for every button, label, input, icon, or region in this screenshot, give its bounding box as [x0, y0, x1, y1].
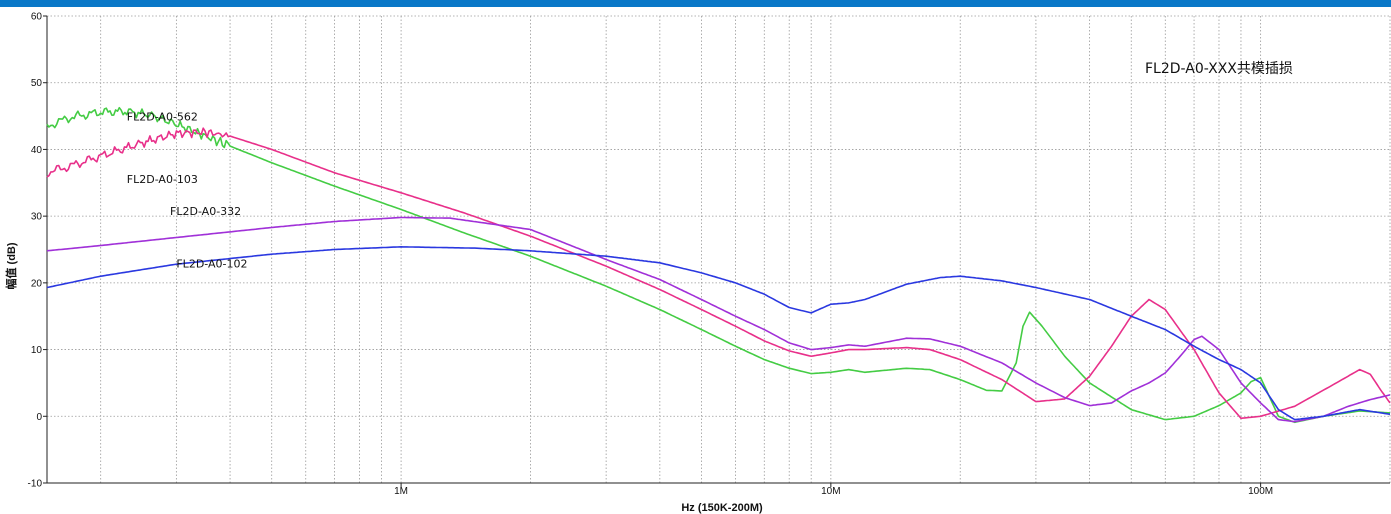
y-tick-label: 40 — [31, 145, 43, 156]
x-tick-label: 100M — [1248, 486, 1273, 497]
series-line — [46, 106, 1391, 424]
y-tick-label: 60 — [31, 12, 43, 23]
grid — [47, 15, 1391, 484]
y-tick-label: -10 — [28, 479, 43, 490]
header-bar — [0, 0, 1391, 7]
y-tick-label: 30 — [31, 212, 43, 223]
series-labels: FL2D-A0-562 FL2D-A0-103 FL2D-A0-332 FL2D-A0… — [127, 111, 248, 271]
series-line — [46, 246, 1391, 421]
x-tick-label: 10M — [821, 486, 840, 497]
chart-title: FL2D-A0-XXX共模插损 — [1145, 61, 1293, 77]
series-lines — [46, 106, 1391, 424]
series-line — [46, 127, 1391, 420]
y-tick-label: 10 — [31, 345, 43, 356]
series-label: FL2D-A0-332 — [170, 205, 241, 218]
axes: -10 0 10 20 30 40 50 60 1M 10M 100M — [28, 12, 1390, 497]
series-label: FL2D-A0-102 — [176, 258, 247, 271]
y-tick-label: 0 — [36, 412, 42, 423]
y-tick-label: 50 — [31, 78, 43, 89]
series-label: FL2D-A0-562 — [127, 111, 198, 124]
x-tick-label: 1M — [394, 486, 408, 497]
series-label: FL2D-A0-103 — [127, 173, 198, 186]
series-line — [46, 216, 1391, 423]
x-axis-title: Hz (150K-200M) — [681, 502, 763, 514]
y-axis-title: 幅值 (dB) — [4, 242, 18, 289]
y-tick-label: 20 — [31, 278, 43, 289]
